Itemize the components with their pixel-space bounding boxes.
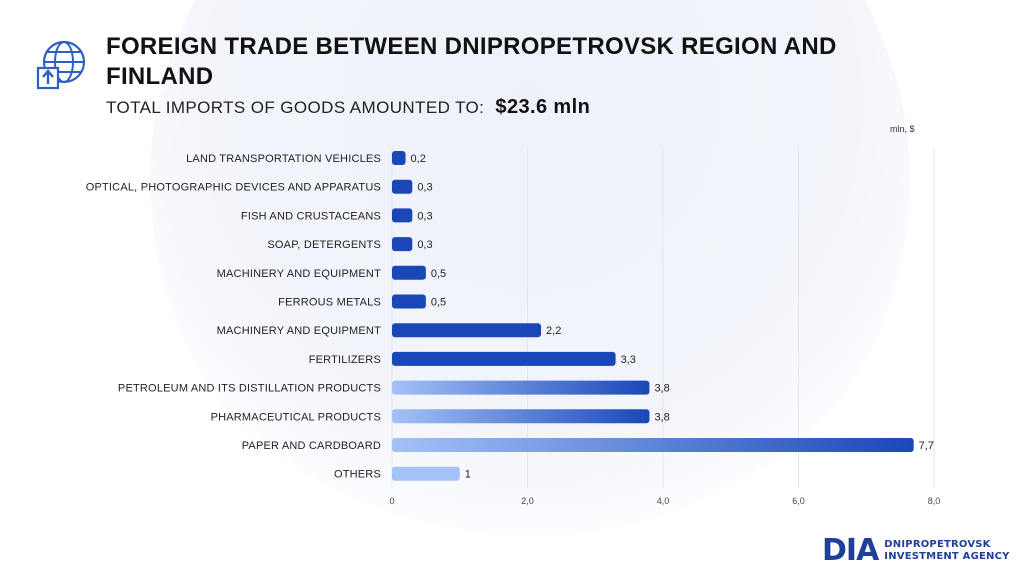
category-label: FISH AND CRUSTACEANS [241,210,381,222]
category-label: PHARMACEUTICAL PRODUCTS [211,411,381,423]
category-label: FERROUS METALS [278,297,381,309]
value-label: 0,3 [417,239,432,251]
value-label: 0,5 [431,268,446,280]
value-label: 2,2 [546,325,561,337]
bar [392,409,650,424]
bar [392,179,413,194]
category-label: PAPER AND CARDBOARD [242,440,381,452]
value-label: 0,3 [417,182,432,194]
category-label: LAND TRANSPORTATION VEHICLES [186,153,381,165]
unit-label: mln, $ [890,124,915,134]
bar [392,265,426,280]
category-label: MACHINERY AND EQUIPMENT [217,268,381,280]
value-label: 3,3 [621,354,636,366]
logo-mark: DIA [822,533,879,568]
value-label: 3,8 [654,411,669,423]
bar [392,380,650,395]
category-label: OPTICAL, PHOTOGRAPHIC DEVICES AND APPARA… [86,182,381,194]
value-label: 7,7 [919,440,934,452]
x-tick-label: 8,0 [928,496,941,506]
bar [392,438,914,452]
subtitle-prefix: TOTAL IMPORTS OF GOODS AMOUNTED TO: [106,98,485,117]
globe-import-icon [36,40,86,90]
value-label: 0,2 [411,153,426,165]
x-tick-label: 0 [389,496,394,506]
value-label: 0,5 [431,297,446,309]
dia-logo: DIA DNIPROPETROVSK INVESTMENT AGENCY [822,534,1010,568]
category-label: FERTILIZERS [309,354,381,366]
x-tick-label: 6,0 [792,496,805,506]
category-label: SOAP, DETERGENTS [267,239,381,251]
bar [392,237,413,252]
bar [392,351,616,366]
logo-line-1: DNIPROPETROVSK [884,539,991,550]
value-label: 1 [465,469,471,481]
total-imports-amount: $23.6 mln [495,96,591,118]
logo-text: DNIPROPETROVSK INVESTMENT AGENCY [884,539,1009,563]
category-label: PETROLEUM AND ITS DISTILLATION PRODUCTS [118,383,381,395]
bar [392,294,426,309]
chart-title: FOREIGN TRADE BETWEEN DNIPROPETROVSK REG… [106,33,837,90]
x-tick-label: 2,0 [521,496,534,506]
category-label: MACHINERY AND EQUIPMENT [217,325,381,337]
value-label: 0,3 [417,210,432,222]
x-tick-label: 4,0 [657,496,670,506]
bar [392,466,460,481]
value-label: 3,8 [654,383,669,395]
bar [392,151,406,165]
chart-subtitle: TOTAL IMPORTS OF GOODS AMOUNTED TO: $23.… [106,96,590,119]
bar [392,323,542,338]
bar [392,208,413,223]
category-label: OTHERS [334,469,381,481]
logo-line-2: INVESTMENT AGENCY [884,551,1010,562]
